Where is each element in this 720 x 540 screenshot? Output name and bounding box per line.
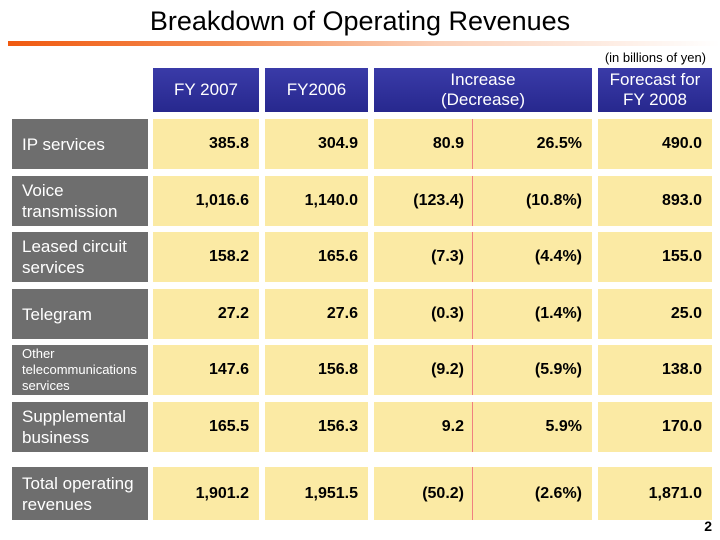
column-divider [472, 232, 473, 282]
cell-inc: 80.9 [374, 119, 472, 169]
cell-forecast: 138.0 [598, 345, 712, 395]
cell-fy2007: 147.6 [153, 345, 259, 395]
cell-forecast: 155.0 [598, 232, 712, 282]
unit-note: (in billions of yen) [604, 50, 706, 65]
cell-inc: (50.2) [374, 467, 472, 520]
row-label: Supplemental business [12, 402, 148, 452]
cell-fy2006: 1,140.0 [265, 176, 368, 226]
column-divider [472, 119, 473, 169]
header-forecast: Forecast for FY 2008 [598, 68, 712, 112]
row-label: Telegram [12, 289, 148, 339]
cell-inc: (0.3) [374, 289, 472, 339]
cell-fy2006: 27.6 [265, 289, 368, 339]
cell-inc: (123.4) [374, 176, 472, 226]
slide-title: Breakdown of Operating Revenues [149, 6, 571, 36]
cell-fy2006: 156.8 [265, 345, 368, 395]
cell-pct: 26.5% [472, 119, 592, 169]
cell-forecast: 893.0 [598, 176, 712, 226]
cell-fy2006: 165.6 [265, 232, 368, 282]
cell-forecast: 170.0 [598, 402, 712, 452]
title-underline [8, 41, 720, 46]
cell-pct: (1.4%) [472, 289, 592, 339]
cell-inc: (9.2) [374, 345, 472, 395]
cell-fy2007: 165.5 [153, 402, 259, 452]
page-number: 2 [704, 518, 712, 534]
cell-inc: (7.3) [374, 232, 472, 282]
cell-fy2007: 385.8 [153, 119, 259, 169]
header-fy2006: FY2006 [265, 68, 368, 112]
cell-pct: (10.8%) [472, 176, 592, 226]
cell-pct: (5.9%) [472, 345, 592, 395]
cell-fy2006: 156.3 [265, 402, 368, 452]
row-label: Leased circuit services [12, 232, 148, 282]
cell-inc: 9.2 [374, 402, 472, 452]
cell-forecast: 25.0 [598, 289, 712, 339]
cell-pct: (2.6%) [472, 467, 592, 520]
cell-fy2006: 304.9 [265, 119, 368, 169]
header-fy2007: FY 2007 [153, 68, 259, 112]
column-divider [472, 467, 473, 520]
column-divider [472, 289, 473, 339]
cell-forecast: 490.0 [598, 119, 712, 169]
header-increase: Increase (Decrease) [374, 68, 592, 112]
column-divider [472, 176, 473, 226]
cell-pct: (4.4%) [472, 232, 592, 282]
cell-forecast: 1,871.0 [598, 467, 712, 520]
cell-fy2007: 1,016.6 [153, 176, 259, 226]
row-label: Voice transmission [12, 176, 148, 226]
cell-fy2006: 1,951.5 [265, 467, 368, 520]
row-label: Total operating revenues [12, 467, 148, 520]
column-divider [472, 345, 473, 395]
cell-fy2007: 27.2 [153, 289, 259, 339]
cell-pct: 5.9% [472, 402, 592, 452]
column-divider [472, 402, 473, 452]
cell-fy2007: 1,901.2 [153, 467, 259, 520]
row-label: Other telecommunications services [12, 345, 148, 395]
row-label: IP services [12, 119, 148, 169]
cell-fy2007: 158.2 [153, 232, 259, 282]
